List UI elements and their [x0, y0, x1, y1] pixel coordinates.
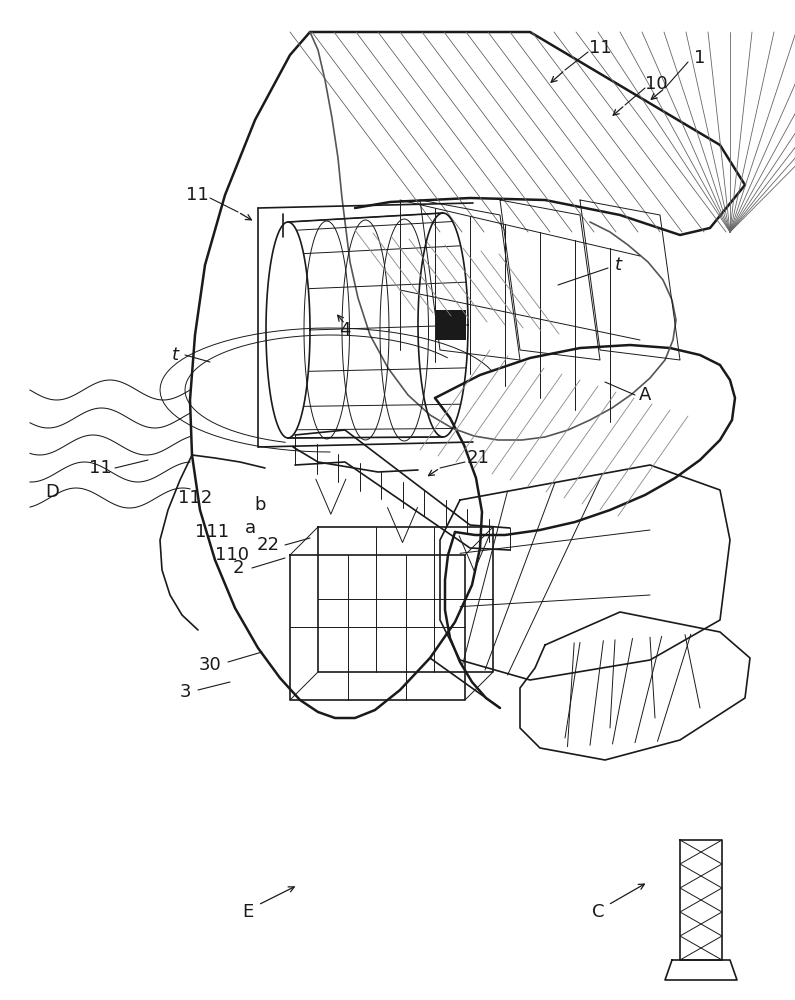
Text: 21: 21 — [467, 449, 490, 467]
Text: t: t — [615, 256, 622, 274]
Text: t: t — [172, 346, 179, 364]
Text: C: C — [591, 903, 604, 921]
Text: 22: 22 — [257, 536, 280, 554]
Text: 30: 30 — [199, 656, 221, 674]
Text: 11: 11 — [185, 186, 208, 204]
Text: 110: 110 — [215, 546, 249, 564]
Text: 4: 4 — [339, 321, 351, 339]
Text: 11: 11 — [88, 459, 111, 477]
Text: a: a — [244, 519, 255, 537]
Text: b: b — [254, 496, 266, 514]
Text: 1: 1 — [694, 49, 706, 67]
Text: D: D — [45, 483, 59, 501]
Text: 2: 2 — [232, 559, 244, 577]
Text: 10: 10 — [645, 75, 667, 93]
Text: 111: 111 — [195, 523, 229, 541]
Text: A: A — [639, 386, 651, 404]
Text: 11: 11 — [588, 39, 611, 57]
Text: 3: 3 — [179, 683, 191, 701]
Text: E: E — [242, 903, 254, 921]
Text: 112: 112 — [178, 489, 212, 507]
